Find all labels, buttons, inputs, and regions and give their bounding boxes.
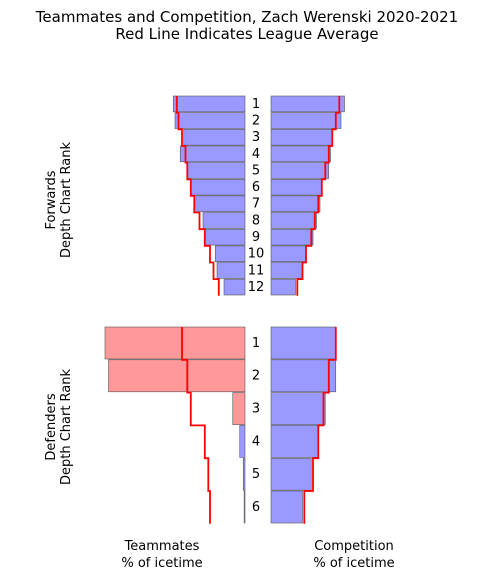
- forwards-competition-league-avg-line: [296, 96, 341, 296]
- forwards-teammates-bar-2: [174, 112, 246, 129]
- forwards-teammates-bar-8: [202, 212, 246, 229]
- forwards-competition-bar-11: [270, 262, 303, 279]
- forwards-teammates-bar-6: [190, 178, 246, 196]
- forwards-rank-label-6: 6: [252, 180, 260, 195]
- defenders-teammates-bar-1: [104, 326, 246, 360]
- forwards-rank-label-3: 3: [252, 130, 260, 145]
- defenders-teammates-bar-6: [243, 490, 246, 524]
- forwards-competition-bar-12: [270, 278, 296, 296]
- competition-xlabel-line2: % of icetime: [313, 556, 394, 571]
- forwards-rank-label-10: 10: [248, 247, 265, 262]
- teammates-xlabel-line2: % of icetime: [121, 556, 202, 571]
- forwards-competition-bar-2: [270, 112, 342, 129]
- forwards-competition-bar-1: [270, 95, 345, 113]
- defenders-competition-bar-4: [270, 425, 319, 458]
- defenders-competition-bar-3: [270, 392, 326, 425]
- forwards-rank-label-9: 9: [252, 230, 260, 245]
- defenders-rank-label-1: 1: [252, 336, 260, 351]
- defenders-competition-league-avg-line: [303, 327, 337, 524]
- chart-title: Teammates and Competition, Zach Werenski…: [35, 8, 458, 26]
- forwards-teammates-bar-4: [179, 145, 246, 163]
- forwards-teammates-bar-12: [223, 278, 246, 296]
- forwards-rank-label-7: 7: [252, 197, 260, 212]
- forwards-rank-label-12: 12: [248, 280, 265, 295]
- defenders-competition-bar-2: [270, 359, 337, 393]
- forwards-teammates-bar-3: [183, 129, 246, 146]
- forwards-competition-bar-4: [270, 145, 331, 163]
- defenders-competition-bar-1: [270, 326, 337, 360]
- defenders-ylabel-line1: Defenders: [44, 393, 59, 460]
- forwards-competition-bar-3: [270, 129, 333, 146]
- defenders-teammates-bar-2: [108, 359, 246, 393]
- forwards-rank-label-5: 5: [252, 163, 260, 178]
- defenders-teammates-bar-5: [242, 457, 246, 491]
- defenders-competition-bar-5: [270, 457, 312, 491]
- forwards-ylabel-line1: Forwards: [44, 170, 59, 229]
- forwards-teammates-bar-7: [193, 195, 246, 213]
- forwards-rank-label-11: 11: [248, 263, 265, 278]
- defenders-rank-label-5: 5: [252, 467, 260, 482]
- forwards-competition-bar-5: [270, 162, 330, 179]
- defenders-rank-label-3: 3: [252, 402, 260, 417]
- forwards-teammates-bar-10: [214, 245, 246, 263]
- defenders-rank-label-6: 6: [252, 500, 260, 515]
- forwards-competition-bar-10: [270, 245, 307, 263]
- teammates-xlabel-line1: Teammates: [124, 539, 200, 554]
- defenders-competition-bar-6: [270, 490, 303, 524]
- forwards-teammates-bar-11: [216, 262, 246, 279]
- forwards-rank-label-1: 1: [252, 97, 260, 112]
- forwards-rank-label-4: 4: [252, 147, 260, 162]
- forwards-teammates-league-avg-line: [175, 96, 220, 296]
- forwards-teammates-bar-1: [172, 95, 246, 113]
- defenders-rank-label-2: 2: [252, 369, 260, 384]
- forwards-rank-label-8: 8: [252, 213, 260, 228]
- forwards-rank-label-2: 2: [252, 113, 260, 128]
- forwards-competition-bar-6: [270, 178, 323, 196]
- chart-subtitle: Red Line Indicates League Average: [115, 25, 378, 43]
- forwards-competition-bar-7: [270, 195, 321, 213]
- competition-xlabel-line1: Competition: [314, 539, 394, 554]
- forwards-competition-bar-8: [270, 212, 317, 229]
- defenders-teammates-bar-3: [232, 392, 246, 425]
- defenders-ylabel-line2: Depth Chart Rank: [59, 369, 74, 486]
- forwards-competition-bar-9: [270, 228, 314, 246]
- forwards-teammates-bar-5: [186, 162, 246, 179]
- defenders-teammates-league-avg-line: [181, 327, 211, 524]
- forwards-teammates-bar-9: [204, 228, 246, 246]
- defenders-rank-label-4: 4: [252, 434, 260, 449]
- forwards-ylabel-line2: Depth Chart Rank: [59, 142, 74, 259]
- defenders-teammates-bar-4: [239, 425, 246, 458]
